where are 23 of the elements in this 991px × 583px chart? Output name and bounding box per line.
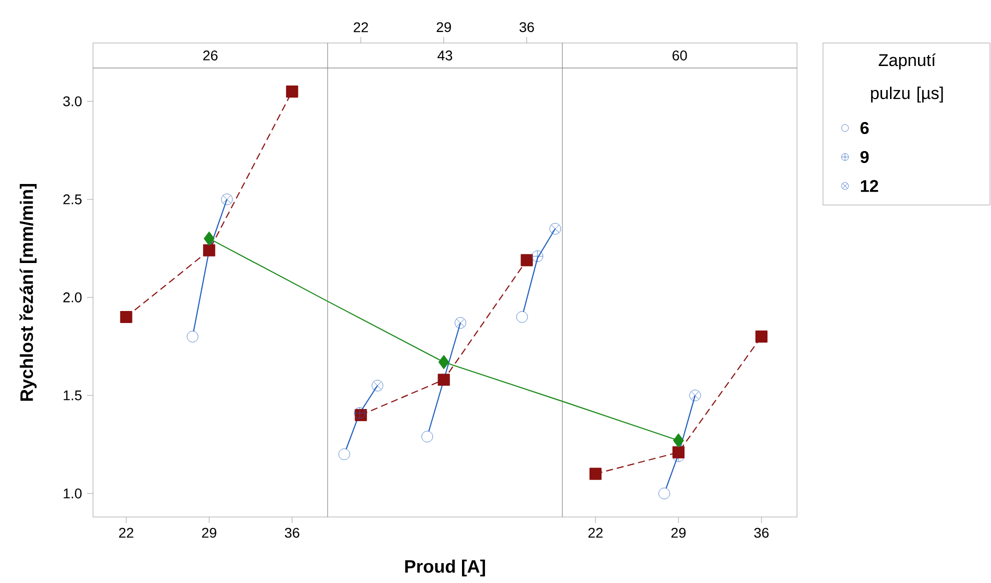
chart-title: 43: [438, 50, 452, 60]
chart-title: 26: [203, 50, 218, 60]
x-tick-label: 29: [202, 528, 216, 538]
y-tick-label: 1.0: [64, 488, 82, 498]
legend-label: 9: [860, 150, 869, 164]
x-tick-label: 36: [284, 528, 300, 538]
y-axis-title: Rychlost řezání [mm/min]: [19, 184, 37, 401]
legend-title: Zapnutí pulzu [µs]: [871, 53, 943, 103]
chart-title: 60: [672, 50, 687, 60]
x2-tick-label: 22: [354, 22, 368, 32]
x-tick-label: 29: [671, 528, 686, 538]
legend-label: 12: [860, 180, 878, 192]
x-tick-label: 22: [119, 528, 134, 538]
x2-tick-label: 36: [520, 22, 534, 32]
y-tick-label: 2.0: [63, 292, 82, 302]
y-tick-label: 1.5: [64, 390, 82, 400]
y-tick-label: 2.5: [63, 194, 82, 204]
x2-tick-label: 29: [436, 22, 451, 32]
y-tick-label: 3.0: [63, 96, 82, 106]
x-tick-label: 22: [588, 528, 603, 538]
legend-label: 6: [860, 122, 869, 134]
x-axis-title: Proud [A]: [405, 560, 485, 576]
x-tick-label: 36: [754, 528, 769, 538]
